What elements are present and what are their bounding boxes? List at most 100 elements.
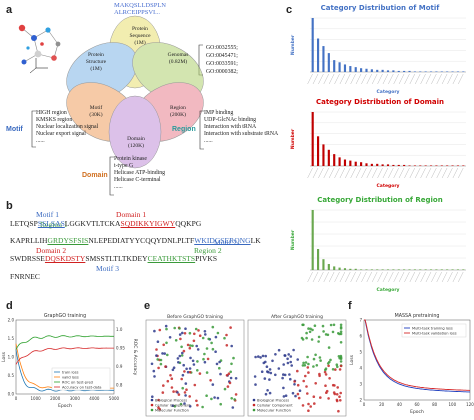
motif-category-chart: Category Distribution of Motif Number Cat…: [288, 4, 472, 96]
bar: [360, 162, 363, 166]
bar: [349, 66, 352, 72]
scatter-point: [302, 379, 305, 383]
scatter-point: [253, 375, 257, 378]
scatter-point: [223, 387, 227, 391]
seq-segment: QQKPG: [175, 219, 202, 228]
category-tick: [312, 167, 319, 179]
scatter-point: [271, 359, 274, 363]
scatter-point: [296, 358, 299, 361]
domain-category-chart: Category Distribution of Domain Number Ca…: [288, 98, 472, 190]
legend-label: Biological Process: [257, 398, 289, 402]
domain2-label: Domain 2: [36, 246, 67, 255]
panel-c: Category Distribution of Motif Number Cat…: [286, 0, 474, 298]
scatter-point: [162, 384, 165, 387]
x-axis-label: Epoch: [58, 403, 72, 409]
domain1-label: Domain 1: [116, 210, 147, 219]
bar: [333, 154, 336, 166]
category-tick: [409, 73, 415, 85]
category-tick: [371, 167, 378, 179]
scatter-point: [294, 394, 297, 398]
category-tick: [431, 167, 437, 179]
bar: [397, 70, 400, 72]
scatter-point: [293, 380, 296, 383]
category-tick: [377, 73, 383, 85]
scatter-point: [230, 397, 233, 400]
seq-segment: FNRNEC: [10, 272, 40, 281]
scatter-point: [317, 340, 320, 343]
bar: [413, 269, 416, 270]
bar: [451, 71, 454, 72]
scatter-point: [203, 352, 206, 356]
motif-list-item: ......: [36, 138, 45, 144]
x-axis-label: Epoch: [410, 409, 424, 415]
scatter-point: [172, 390, 175, 393]
scatter-point: [339, 323, 343, 327]
scatter-point: [268, 368, 272, 371]
category-tick: [307, 271, 313, 283]
motif-list-item: Nuclear localization signal: [36, 124, 99, 130]
y2-tick-label: 0.95: [116, 345, 125, 350]
scatter-point: [287, 353, 290, 356]
category-tick: [323, 73, 329, 85]
scatter-point: [188, 370, 192, 374]
category-tick: [307, 167, 313, 179]
graphgo-training-chart: GraphGO training 0.0 0.5 1.0 1.5 2.0 0.8 0.9 0.9…: [1, 313, 138, 409]
sequence-line-3: SWDRSSEDQSKDSTYSMSSTLTLTKDEYCEATHKTSTSPI…: [10, 254, 217, 263]
bar: [435, 165, 438, 166]
bar: [413, 71, 416, 72]
scatter-point: [323, 370, 327, 374]
venn-label-structure: Protein Structure (1M): [85, 52, 107, 72]
scatter-point: [312, 365, 315, 368]
motif2-label: Motif 2: [214, 238, 238, 247]
scatter-point: [157, 398, 160, 402]
scatter-point: [169, 374, 172, 377]
bar: [343, 268, 347, 270]
scatter-point: [310, 338, 314, 341]
scatter-point: [184, 382, 188, 385]
category-tick: [452, 73, 459, 85]
scatter-point: [329, 358, 332, 362]
category-tick: [318, 167, 324, 179]
legend-marker: [252, 408, 256, 412]
scatter-point: [260, 370, 264, 373]
bar: [435, 269, 438, 270]
scatter-point: [203, 360, 207, 364]
scatter-point: [305, 336, 308, 340]
category-tick: [307, 73, 313, 85]
scatter-point: [196, 348, 200, 351]
scatter-point: [266, 389, 269, 392]
scatter-point: [209, 379, 212, 382]
motif-list-item: HIGH region: [36, 110, 67, 116]
category-tick: [409, 271, 415, 283]
scatter-point: [282, 395, 286, 398]
x-axis-label: Category: [376, 183, 399, 189]
x-axis-label: Category: [376, 287, 399, 293]
scatter-point: [292, 348, 295, 352]
category-tick: [458, 73, 464, 85]
scatter-point: [319, 359, 322, 362]
category-tick: [339, 167, 346, 179]
scatter-point: [226, 385, 230, 388]
bar: [322, 144, 325, 166]
motif1-segment: SSLSAS: [37, 219, 65, 228]
seq-segment: LGGKVTLTCKA: [64, 219, 121, 228]
scatter-point: [301, 364, 305, 367]
x-tick-label: 2000: [50, 396, 61, 401]
category-tick: [436, 271, 442, 283]
domain1-segment: SQDIKKYIGWY: [120, 219, 176, 228]
scatter-point: [151, 395, 154, 398]
bar: [370, 69, 373, 72]
scatter-point: [282, 373, 285, 376]
region2-segment: CEATHKTSTS: [147, 254, 196, 263]
scatter-point: [225, 333, 228, 337]
scatter-point: [178, 354, 182, 358]
scatter-point: [268, 378, 271, 381]
panel-label-a: a: [6, 4, 13, 16]
scatter-point: [298, 389, 302, 392]
scatter-point: [165, 327, 168, 331]
category-tick: [425, 271, 432, 283]
panel-f: MASSA pretraining 2 3 4 5 6 7 0 20 40 60 80 100 120 Ep…: [348, 310, 474, 420]
bar: [333, 60, 336, 72]
category-tick: [382, 167, 389, 179]
scatter-point: [337, 409, 340, 413]
